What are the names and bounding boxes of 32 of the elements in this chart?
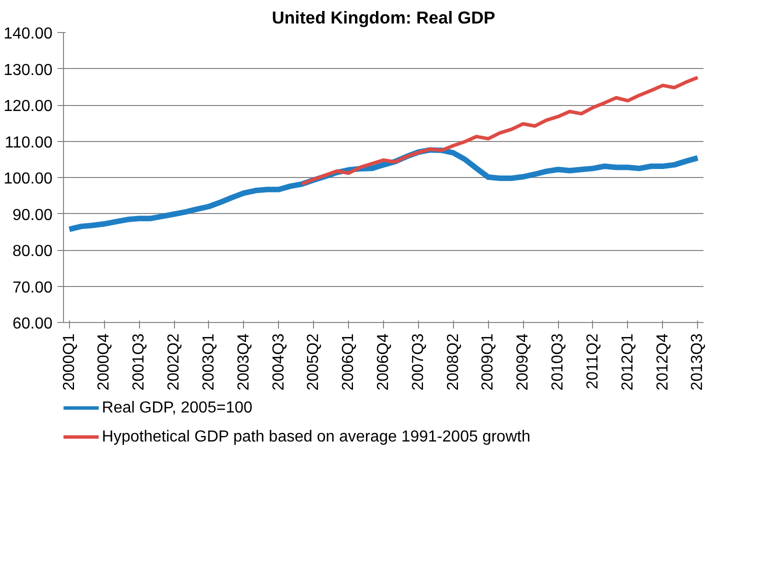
x-tick-label: 2005Q2 <box>305 333 322 390</box>
x-tick-label: 2006Q1 <box>340 333 358 390</box>
line-series <box>300 76 700 186</box>
y-tick-label: 90.00 <box>12 206 53 224</box>
x-tick-label: 2000Q1 <box>60 333 78 390</box>
x-tick-label: 2010Q3 <box>550 333 567 390</box>
x-tick-label: 2004Q3 <box>270 333 288 390</box>
y-tick-label: 120.00 <box>4 98 53 115</box>
x-tick-label: 2013Q3 <box>689 333 706 390</box>
y-tick-label: 80.00 <box>12 243 53 260</box>
x-tick-label: 2001Q3 <box>130 333 148 390</box>
y-tick-label: 60.00 <box>12 316 53 332</box>
x-tick-label: 2003Q4 <box>235 333 252 390</box>
y-tick-label: 100.00 <box>4 170 53 188</box>
y-tick-label: 130.00 <box>4 62 53 79</box>
x-tick-label: 2008Q2 <box>444 333 462 390</box>
y-tick-label: 70.00 <box>12 279 53 296</box>
y-tick-label: 110.00 <box>4 134 53 152</box>
chart-title: United Kingdom: Real GDP <box>272 8 496 28</box>
y-tick-label: 140.00 <box>4 26 53 42</box>
x-tick-label: 2000Q4 <box>96 333 113 390</box>
legend-label: Hypothetical GDP path based on average 1991-2005 growth <box>102 428 530 446</box>
x-tick-label: 2009Q1 <box>480 333 497 390</box>
x-tick-label: 2006Q4 <box>375 333 392 390</box>
x-tick-label: 2012Q4 <box>654 333 672 390</box>
x-tick-label: 2009Q4 <box>514 333 532 390</box>
x-tick-label: 2007Q3 <box>410 333 427 390</box>
x-tick-label: 2002Q2 <box>166 333 183 390</box>
x-tick-label: 2011Q2 <box>584 333 602 390</box>
legend-label: Real GDP, 2005=100 <box>102 400 252 416</box>
x-tick-label: 2012Q1 <box>619 333 636 390</box>
x-tick-label: 2003Q1 <box>200 333 218 390</box>
